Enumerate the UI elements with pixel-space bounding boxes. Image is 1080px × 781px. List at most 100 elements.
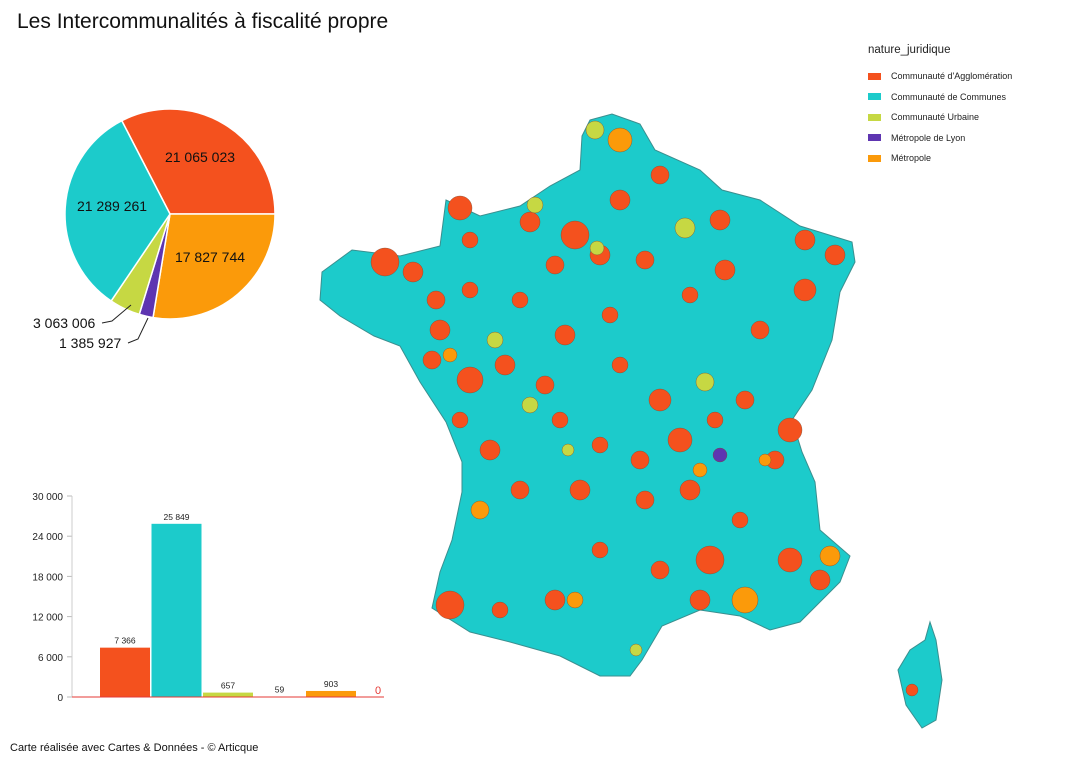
intercommunality-area <box>609 189 631 211</box>
y-tick-label: 30 000 <box>32 492 63 503</box>
legend-swatch <box>868 72 881 80</box>
intercommunality-area <box>561 443 575 457</box>
intercommunality-area <box>442 347 458 363</box>
intercommunality-area <box>731 586 759 614</box>
intercommunality-area <box>695 372 715 392</box>
intercommunality-area <box>461 281 479 299</box>
intercommunality-area <box>521 396 539 414</box>
intercommunality-area <box>679 479 701 501</box>
intercommunality-area <box>429 319 451 341</box>
bar-value-label: 25 849 <box>164 512 190 522</box>
intercommunality-area <box>486 331 504 349</box>
intercommunality-area <box>819 545 841 567</box>
intercommunality-area <box>809 569 831 591</box>
legend-item: Communauté d'Agglomération <box>868 66 1012 87</box>
intercommunality-area <box>709 209 731 231</box>
legend-label: Métropole <box>891 153 932 164</box>
intercommunality-area <box>824 244 846 266</box>
intercommunality-area <box>735 390 755 410</box>
intercommunality-area <box>731 511 749 529</box>
y-tick-label: 0 <box>57 693 63 704</box>
legend: nature_juridique Communauté d'Agglomérat… <box>868 44 1012 169</box>
intercommunality-area <box>692 462 708 478</box>
y-tick-label: 6 000 <box>38 653 63 664</box>
pie-value-label: 3 063 006 <box>33 315 95 331</box>
pie-value-label: 1 385 927 <box>59 335 121 351</box>
intercommunality-area <box>591 541 609 559</box>
bar <box>100 647 150 697</box>
intercommunality-area <box>794 229 816 251</box>
intercommunality-area <box>560 220 590 250</box>
pie-leader-line <box>101 304 132 324</box>
legend-label: Métropole de Lyon <box>891 132 966 143</box>
bar <box>151 523 202 697</box>
intercommunality-area <box>635 490 655 510</box>
legend-label: Communauté d'Agglomération <box>891 71 1013 82</box>
bar <box>306 690 356 697</box>
bar-value-label: 59 <box>275 685 285 695</box>
legend-swatch <box>868 154 881 162</box>
legend-label: Communauté Urbaine <box>891 112 980 123</box>
intercommunality-area <box>479 439 501 461</box>
intercommunality-area <box>777 547 803 573</box>
legend-title: nature_juridique <box>868 44 951 56</box>
intercommunality-area <box>689 589 711 611</box>
intercommunality-area <box>569 479 591 501</box>
intercommunality-area <box>451 411 469 429</box>
legend-swatch <box>868 113 881 121</box>
intercommunality-area <box>681 286 699 304</box>
intercommunality-area <box>750 320 770 340</box>
intercommunality-area <box>535 375 555 395</box>
mainland-france <box>319 113 856 677</box>
legend-item: Métropole de Lyon <box>868 128 1012 149</box>
intercommunality-area <box>526 196 544 214</box>
y-tick-label: 18 000 <box>32 572 63 583</box>
bar <box>203 692 253 697</box>
intercommunality-area <box>758 453 772 467</box>
pie-value-label: 21 065 023 <box>165 149 235 165</box>
intercommunality-area <box>650 165 670 185</box>
intercommunality-area <box>695 545 725 575</box>
intercommunality-area <box>648 388 672 412</box>
intercommunality-area <box>674 217 696 239</box>
pie-value-label: 17 827 744 <box>175 249 245 265</box>
legend-swatch <box>868 134 881 142</box>
intercommunality-area <box>793 278 817 302</box>
intercommunality-area <box>714 259 736 281</box>
intercommunality-area <box>712 447 728 463</box>
y-tick-label: 24 000 <box>32 532 63 543</box>
intercommunality-area <box>551 411 569 429</box>
intercommunality-area <box>607 127 633 153</box>
intercommunality-area <box>905 683 919 697</box>
pie-slice <box>152 213 276 320</box>
intercommunality-area <box>629 643 643 657</box>
pie-leader-line <box>127 317 149 344</box>
intercommunality-area <box>435 590 465 620</box>
bar-value-label: 657 <box>221 681 235 691</box>
legend-item: Métropole <box>868 148 1012 169</box>
intercommunality-area <box>456 366 484 394</box>
intercommunality-area <box>591 436 609 454</box>
intercommunality-area <box>650 560 670 580</box>
page-title: Les Intercommunalités à fiscalité propre <box>17 10 389 33</box>
pie-value-label: 21 289 261 <box>77 198 147 214</box>
intercommunality-area <box>370 247 400 277</box>
intercommunality-area <box>491 601 509 619</box>
intercommunality-area <box>494 354 516 376</box>
intercommunality-area <box>585 120 605 140</box>
credits: Carte réalisée avec Cartes & Données - ©… <box>10 742 259 754</box>
intercommunality-area <box>611 356 629 374</box>
bar-value-label: 903 <box>324 679 338 689</box>
legend-swatch <box>868 93 881 101</box>
intercommunality-area <box>470 500 490 520</box>
intercommunality-area <box>589 240 605 256</box>
intercommunality-area <box>554 324 576 346</box>
intercommunality-area <box>461 231 479 249</box>
corsica <box>897 620 943 729</box>
intercommunality-area <box>510 480 530 500</box>
intercommunality-area <box>777 417 803 443</box>
intercommunality-area <box>402 261 424 283</box>
